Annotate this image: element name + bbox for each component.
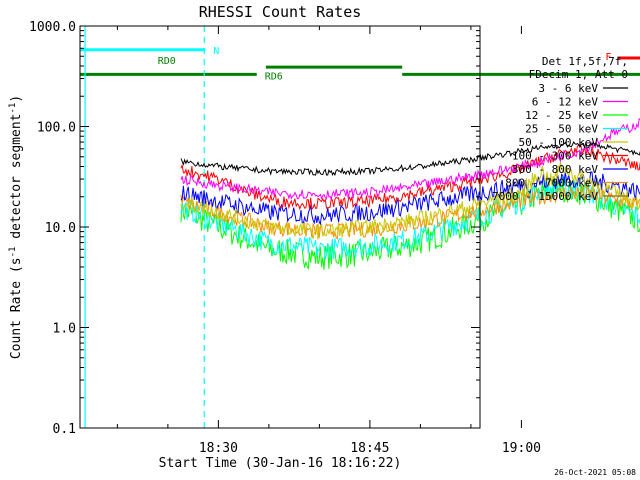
bar-label-rd6: RD6 xyxy=(265,71,283,82)
series-100-300-kev xyxy=(180,144,640,211)
legend-label-25-50-kev: 25 - 50 keV xyxy=(525,123,598,136)
series-50-100-kev xyxy=(180,162,640,240)
series-lines xyxy=(180,117,640,271)
series-800-7000-kev xyxy=(180,185,640,240)
legend: Det 1f,5f,7f, FDecim 1, Att 0 3 - 6 keV6… xyxy=(492,55,628,203)
legend-label-12-25-kev: 12 - 25 keV xyxy=(525,109,598,122)
y-tick-label: 100.0 xyxy=(37,121,76,136)
bar-label-f: F xyxy=(605,52,611,63)
series-300-800-kev xyxy=(180,170,640,226)
legend-label-50-100-kev: 50 - 100 keV xyxy=(519,136,599,149)
y-axis-ticks: 1000.0 100.0 10.0 1.0 0.1 xyxy=(29,20,480,437)
bar-label-n: N xyxy=(213,46,219,57)
x-axis-label: Start Time (30-Jan-16 18:16:22) xyxy=(159,456,402,471)
y-tick-label: 1.0 xyxy=(53,322,76,337)
x-tick-label: 18:30 xyxy=(199,441,238,456)
legend-header-line2: FDecim 1, Att 0 xyxy=(529,68,628,81)
legend-label-3-6-kev: 3 - 6 keV xyxy=(538,82,598,95)
x-tick-label: 19:00 xyxy=(502,441,541,456)
series-6-12-kev xyxy=(180,117,640,201)
legend-label-100-300-kev: 100 - 300 keV xyxy=(512,150,598,163)
series-12-25-kev xyxy=(180,177,640,271)
series-3-6-kev xyxy=(180,141,640,177)
timestamp: 26-Oct-2021 05:08 xyxy=(554,468,636,477)
y-tick-label: 0.1 xyxy=(53,422,76,437)
x-tick-label: 18:45 xyxy=(350,441,389,456)
y-axis-label: Count Rate (s-1 detector segment-1) xyxy=(8,95,24,359)
y-tick-label: 1000.0 xyxy=(29,20,76,35)
legend-label-300-800-kev: 300 - 800 keV xyxy=(512,163,598,176)
chart-title: RHESSI Count Rates xyxy=(199,3,362,21)
attenuator-bars: NFSRD0RD6 xyxy=(80,46,640,82)
y-tick-label: 10.0 xyxy=(45,221,76,236)
bar-label-rd0: RD0 xyxy=(158,56,176,67)
legend-label-800-7000-kev: 800 - 7000 keV xyxy=(505,177,598,190)
legend-header-line1: Det 1f,5f,7f, xyxy=(542,55,628,68)
legend-label-7000-15000-kev: 7000 - 15000 keV xyxy=(492,190,598,203)
legend-label-6-12-kev: 6 - 12 keV xyxy=(532,96,599,109)
